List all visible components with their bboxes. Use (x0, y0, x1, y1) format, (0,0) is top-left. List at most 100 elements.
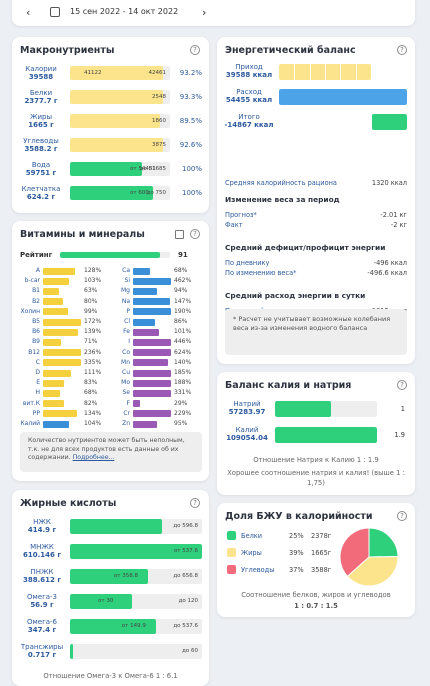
next-arrow-icon[interactable]: › (202, 6, 207, 19)
kna-ratio: Отношение Натрия к Калию 1 : 1.9 (253, 456, 379, 464)
vitamin-pct: 190% (174, 307, 192, 315)
vitamin-name: A (35, 267, 40, 274)
vitamin-name: Se (122, 389, 131, 397)
date-bar: ‹ 15 сен 2022 - 14 окт 2022 › (12, 0, 415, 26)
macro-label: Клетчатка 624.2 г (16, 185, 66, 201)
fatty-value: 56.9 г (30, 601, 54, 609)
vitamin-bar (133, 400, 141, 408)
vitamin-bar (133, 379, 171, 387)
vitamins-title: Витамины и минералы (20, 229, 145, 240)
calendar-icon[interactable] (50, 7, 60, 17)
energy-item-value: -496.6 ккал (367, 269, 407, 277)
fatty-title: Жирные кислоты (20, 498, 117, 509)
kna-name: Калий (235, 426, 259, 434)
vitamin-name: B9 (32, 338, 40, 346)
macro-label: Углеводы 3588.2 г (16, 137, 66, 153)
vitamin-bar (43, 349, 81, 357)
vitamin-name: Cu (122, 369, 130, 376)
macro-fill (70, 138, 163, 152)
vitamin-name: Cr (123, 409, 130, 417)
help-icon[interactable]: ? (190, 229, 200, 239)
vitamin-bar (133, 420, 158, 428)
vitamin-pct: 462% (174, 277, 192, 285)
kna-value: 57283.97 (228, 408, 266, 416)
vitamin-name: B1 (32, 287, 40, 295)
prev-arrow-icon[interactable]: ‹ (26, 6, 31, 19)
vitamin-bar (43, 420, 70, 428)
fatty-label: ПНЖК 388.612 г (16, 568, 68, 584)
vitamin-name: Fe (123, 328, 130, 336)
legend-swatch (227, 548, 236, 557)
fatty-fill (70, 544, 202, 559)
help-icon[interactable]: ? (190, 45, 200, 55)
kna-fill (275, 401, 332, 417)
fatty-name: Омега-6 (26, 618, 58, 626)
energy-label: Приход 39588 ккал (221, 63, 277, 79)
vitamin-pct: 140% (174, 358, 192, 366)
macro-name: Вода (31, 161, 51, 169)
energy-value: 54455 ккал (225, 96, 273, 104)
fatty-label: Омега-3 56.9 г (16, 593, 68, 609)
bju-value: 1665г (311, 549, 332, 557)
fatty-name: НЖК (33, 518, 51, 526)
fatty-bar: до 596.8 (70, 519, 202, 534)
fatty-mark-2: до 120 (178, 598, 198, 604)
vitamin-name: Zn (122, 420, 130, 427)
macro-mark-2: до 750 (146, 190, 166, 196)
macro-fill (70, 186, 153, 200)
help-icon[interactable]: ? (397, 45, 407, 55)
macro-label: Жиры 1665 г (16, 113, 66, 129)
energy-note-text: * Расчет не учитывает возможные колебани… (233, 315, 391, 332)
more-link[interactable]: Подробнее... (72, 454, 115, 461)
segment-divider (309, 64, 311, 80)
vitamin-bar (133, 338, 171, 346)
fatty-label: Омега-6 347.4 г (16, 618, 68, 634)
energy-item-label: По изменению веса* (225, 269, 297, 277)
fatty-name: Трансжиры (20, 643, 64, 651)
vitamins-note: Количество нутриентов может быть неполны… (20, 432, 202, 472)
macro-label: Вода 59751 г (16, 161, 66, 177)
kna-label: Калий 109054.04 (221, 426, 273, 442)
fatty-bar: от 358.8 до 656.8 (70, 569, 202, 584)
help-icon[interactable]: ? (397, 511, 407, 521)
help-icon[interactable]: ? (397, 380, 407, 390)
vitamin-pct: 229% (174, 409, 192, 417)
fatty-label: Трансжиры 0.717 г (16, 643, 68, 659)
fatty-value: 347.4 г (27, 626, 57, 634)
fatty-footer: Отношение Омега-3 к Омега-6 1 : 6.1 (43, 672, 178, 680)
energy-fill (372, 114, 407, 130)
energy-value: -14867 ккал (224, 121, 274, 129)
macro-mark-2: 3875 (152, 142, 166, 148)
help-icon[interactable]: ? (190, 498, 200, 508)
kna-bar (275, 401, 377, 417)
macro-value: 3588.2 г (24, 145, 58, 153)
date-range[interactable]: 15 сен 2022 - 14 окт 2022 (70, 7, 179, 16)
segment-divider (355, 64, 357, 80)
vitamin-bar (133, 349, 171, 357)
vitamin-pct: 111% (84, 369, 102, 376)
bju-name: Жиры (241, 549, 262, 557)
energy-item-value: -2 кг (390, 221, 407, 229)
vitamin-pct: 335% (84, 358, 102, 366)
vitamin-bar (43, 338, 61, 346)
vitamin-name: Na (121, 297, 130, 305)
macro-mark-2: 2548 (152, 94, 166, 100)
fatty-bar: от 30 до 120 (70, 594, 202, 609)
rating-bar (60, 252, 170, 258)
vitamin-name: C (35, 358, 40, 366)
fatty-bar: от 149.9 до 537.6 (70, 619, 202, 634)
energy-section-head: Изменение веса за период (225, 195, 340, 204)
bju-pct: 25% (289, 532, 304, 540)
fatty-mark-2: до 596.8 (173, 523, 198, 529)
energy-bar (279, 64, 407, 80)
kna-card: Баланс калия и натрия ? Натрий 57283.97 1 К… (217, 372, 415, 495)
fatty-bar: от 537.6 (70, 544, 202, 559)
energy-label: Расход 54455 ккал (221, 88, 277, 104)
bju-pie (339, 527, 399, 587)
vitamin-pct: 103% (84, 277, 102, 285)
avg-value: 1320 ккал (371, 179, 407, 187)
vitamin-name: Mn (121, 358, 130, 366)
table-icon[interactable] (175, 230, 184, 239)
macro-name: Жиры (29, 113, 53, 121)
vitamin-bar (43, 287, 59, 295)
